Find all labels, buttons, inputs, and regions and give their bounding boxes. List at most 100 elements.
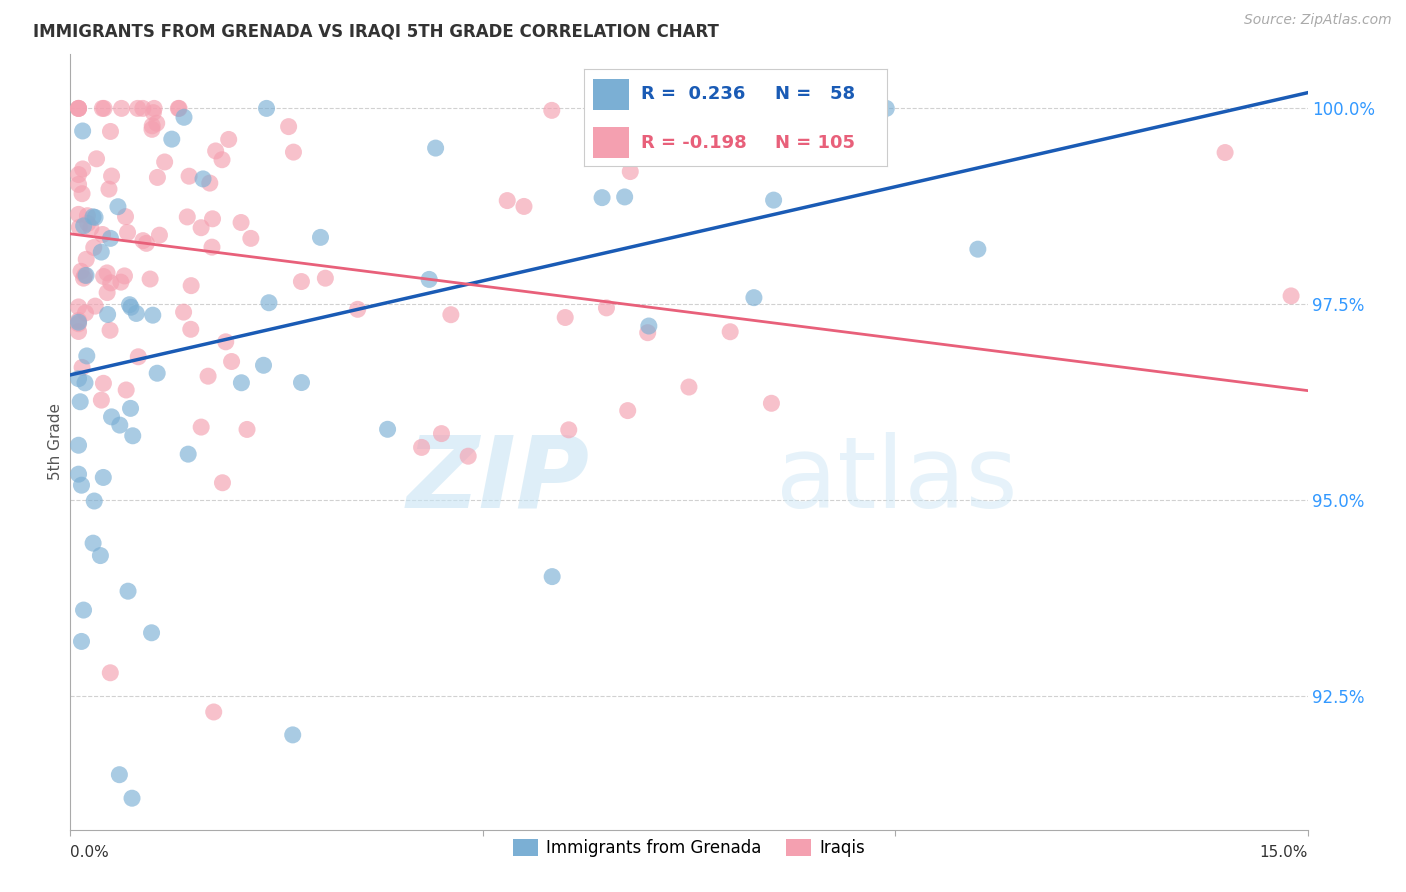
Point [718, 325, 741, 339]
Point [67, 102, 90, 116]
Point [91, 470, 114, 484]
Point [616, 403, 638, 417]
Point [204, 144, 226, 158]
Point [558, 423, 581, 437]
Point [180, 278, 202, 293]
Point [215, 334, 238, 349]
Point [100, 409, 122, 424]
Point [80, 220, 103, 235]
Point [117, 226, 139, 240]
Point [314, 271, 336, 285]
Point [229, 215, 252, 229]
Point [309, 230, 332, 244]
Point [613, 190, 636, 204]
Point [98, 665, 121, 680]
Point [742, 291, 765, 305]
Point [67, 467, 90, 482]
Point [127, 350, 149, 364]
Point [239, 231, 262, 245]
Point [67, 313, 90, 327]
Point [411, 441, 433, 455]
Point [73, 268, 96, 283]
Point [86, 152, 108, 166]
Point [89, 549, 111, 563]
Point [290, 275, 312, 289]
Point [190, 420, 212, 434]
Point [513, 199, 536, 213]
Point [141, 119, 163, 133]
Point [177, 447, 200, 461]
Point [142, 308, 165, 322]
Point [67, 102, 90, 116]
Point [96, 285, 118, 300]
Point [160, 132, 183, 146]
Point [73, 219, 96, 233]
Point [457, 449, 479, 463]
Point [141, 122, 163, 136]
Point [148, 228, 170, 243]
Point [120, 300, 142, 314]
Point [75, 306, 97, 320]
Point [70, 264, 93, 278]
Point [139, 272, 162, 286]
Point [67, 102, 90, 116]
Point [377, 422, 399, 436]
Point [93, 376, 115, 391]
Text: ZIP: ZIP [406, 432, 591, 529]
Point [76, 349, 98, 363]
Text: 15.0%: 15.0% [1260, 846, 1308, 860]
Point [67, 317, 90, 331]
Point [75, 252, 97, 267]
Point [67, 168, 90, 182]
Point [72, 271, 94, 285]
Point [761, 396, 783, 410]
Point [72, 603, 94, 617]
Point [762, 193, 785, 207]
Point [202, 705, 225, 719]
Point [70, 186, 93, 201]
Point [100, 169, 122, 183]
Point [281, 728, 304, 742]
Point [73, 376, 96, 390]
Point [146, 366, 169, 380]
Point [67, 207, 90, 221]
Point [97, 308, 120, 322]
Point [221, 354, 243, 368]
Point [93, 269, 115, 284]
Point [90, 393, 112, 408]
Point [425, 141, 447, 155]
Point [82, 536, 104, 550]
Point [190, 220, 212, 235]
Point [637, 318, 659, 333]
Point [90, 245, 112, 260]
Point [231, 376, 253, 390]
Point [67, 325, 90, 339]
Point [91, 227, 114, 242]
Point [97, 182, 120, 196]
Point [257, 295, 280, 310]
Point [176, 210, 198, 224]
Point [256, 102, 278, 116]
Point [173, 110, 195, 124]
Point [72, 161, 94, 176]
Point [198, 176, 221, 190]
Point [619, 164, 641, 178]
Point [96, 266, 118, 280]
Point [290, 376, 312, 390]
Point [132, 102, 155, 116]
Point [540, 103, 562, 118]
Point [167, 102, 190, 116]
Point [173, 305, 195, 319]
Legend: Immigrants from Grenada, Iraqis: Immigrants from Grenada, Iraqis [506, 832, 872, 864]
Point [121, 429, 143, 443]
Point [75, 268, 97, 283]
Point [145, 116, 167, 130]
Point [440, 308, 463, 322]
Point [67, 371, 90, 385]
Point [117, 584, 139, 599]
Point [69, 394, 91, 409]
Point [1213, 145, 1236, 160]
Point [1279, 289, 1302, 303]
Point [100, 231, 122, 245]
Point [84, 211, 107, 225]
